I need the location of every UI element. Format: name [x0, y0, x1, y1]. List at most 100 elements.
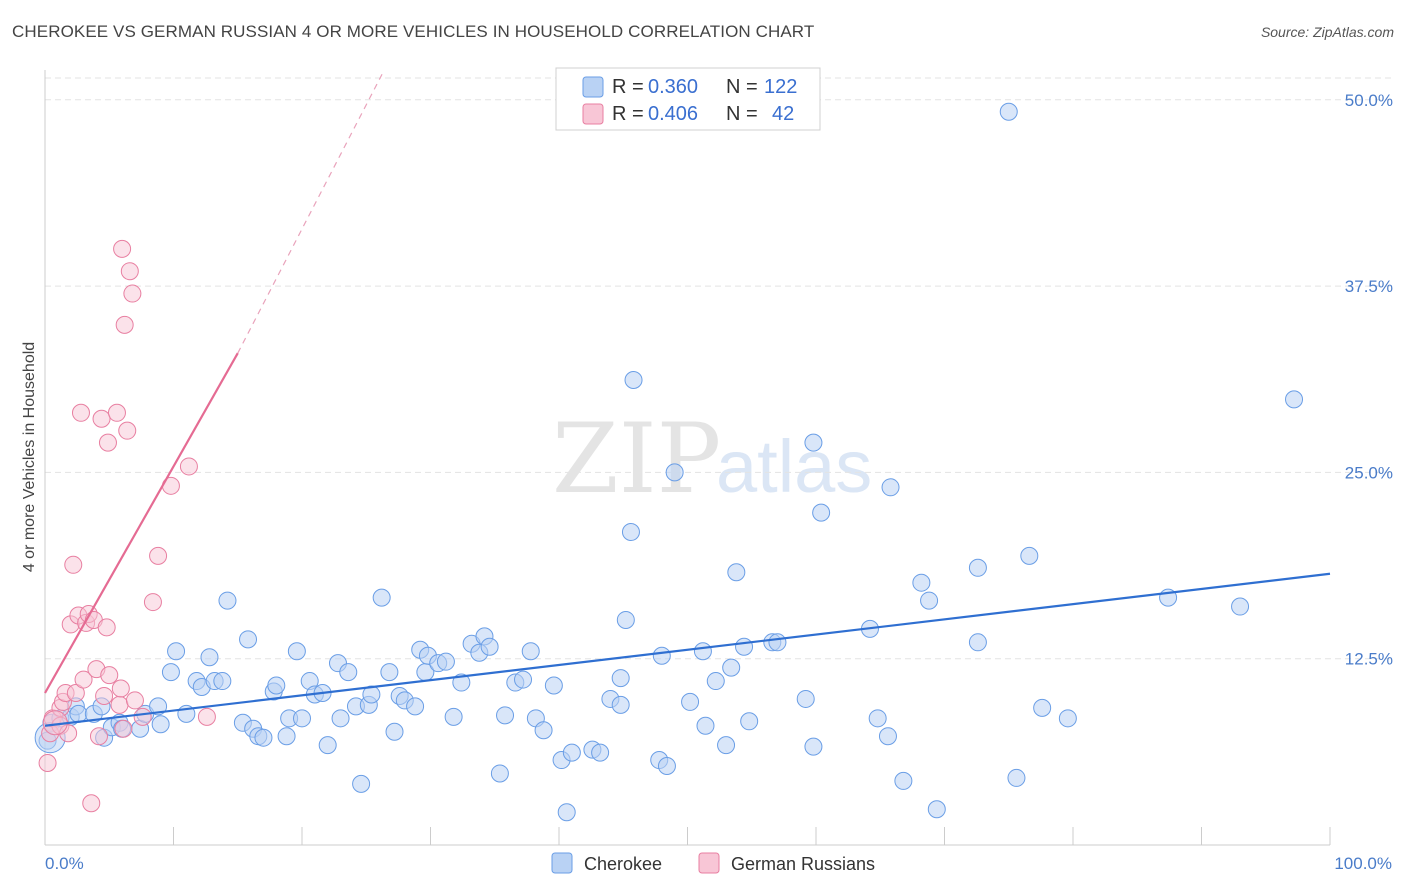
x-tick-labels: 0.0% 100.0%: [45, 854, 1392, 873]
cherokee-point: [339, 663, 358, 682]
cherokee-point: [624, 371, 643, 389]
cherokee-point: [372, 588, 391, 607]
german-russians-point: [149, 546, 168, 565]
cherokee-point: [1007, 768, 1026, 787]
legend-r-label: R =: [612, 103, 644, 125]
series-german-russians-points: [38, 239, 216, 813]
german-russians-point: [82, 794, 101, 813]
cherokee-point: [436, 652, 455, 671]
cherokee-point: [881, 478, 900, 497]
german-russians-point: [64, 555, 83, 574]
german-russians-point: [115, 315, 134, 334]
cherokee-point: [200, 648, 219, 667]
legend-n-label: N =: [726, 103, 758, 125]
y-tick-label: 37.5%: [1345, 277, 1393, 296]
cherokee-point: [621, 523, 640, 542]
cherokee-point: [151, 715, 170, 734]
cherokee-point: [706, 672, 725, 691]
german-russians-point: [97, 618, 116, 637]
german-russians-point: [118, 421, 137, 440]
cherokee-point: [681, 692, 700, 711]
y-tick-label: 25.0%: [1345, 463, 1393, 482]
german-russians-point: [110, 695, 129, 714]
cherokee-point: [444, 707, 463, 726]
cherokee-point: [1285, 390, 1304, 409]
german-russians-point: [113, 239, 132, 258]
cherokee-point: [254, 728, 273, 747]
german-russians-point: [92, 409, 111, 428]
cherokee-point: [812, 503, 831, 522]
cherokee-point: [696, 716, 715, 735]
cherokee-point: [968, 558, 987, 577]
german-russians-point: [125, 691, 144, 710]
cherokee-point: [652, 646, 671, 665]
legend-swatch-cherokee: [582, 76, 604, 98]
cherokee-point: [717, 736, 736, 755]
legend: R = 0.360 N = 122 R = 0.406 N = 42: [555, 67, 821, 131]
chart-title: CHEROKEE VS GERMAN RUSSIAN 4 OR MORE VEH…: [12, 22, 815, 41]
german-russians-point: [100, 666, 119, 685]
german-russians-point: [114, 719, 133, 738]
german-russians-point: [74, 670, 93, 689]
cherokee-point: [380, 663, 399, 682]
legend-swatch-german-russians: [582, 103, 604, 125]
german-russians-point: [179, 457, 198, 476]
cherokee-point: [611, 695, 630, 714]
cherokee-point: [657, 757, 676, 776]
cherokee-point: [727, 563, 746, 582]
german-russians-point: [95, 686, 114, 705]
cherokee-point: [331, 709, 350, 728]
cherokee-point: [267, 676, 286, 695]
cherokee-point: [868, 709, 887, 728]
legend-n-value: 122: [764, 76, 797, 98]
cherokee-point: [920, 591, 939, 610]
cherokee-point: [544, 676, 563, 695]
cherokee-point: [293, 709, 311, 728]
bottom-legend-label-german-russians: German Russians: [731, 854, 875, 874]
cherokee-point: [804, 433, 823, 452]
german-russians-point: [120, 262, 139, 281]
cherokee-point: [480, 637, 499, 656]
cherokee-point: [318, 736, 337, 755]
cherokee-point: [735, 637, 754, 656]
cherokee-point: [161, 663, 180, 682]
cherokee-point: [69, 704, 88, 723]
legend-n-label: N =: [726, 76, 758, 98]
bottom-legend: Cherokee German Russians: [551, 852, 875, 874]
cherokee-point: [968, 633, 987, 652]
x-tick-label: 0.0%: [45, 854, 84, 873]
cherokee-point: [796, 689, 815, 708]
grid-lines: [45, 77, 1392, 660]
cherokee-point: [496, 706, 515, 725]
german-russians-point: [38, 754, 57, 773]
cherokee-point: [385, 722, 404, 741]
cherokee-point: [406, 697, 425, 716]
bottom-legend-swatch-cherokee: [551, 852, 573, 874]
chart-source: Source: ZipAtlas.com: [1260, 24, 1394, 40]
german-russians-point: [111, 679, 130, 698]
cherokee-point: [591, 743, 610, 762]
cherokee-trend-line: [44, 572, 1331, 727]
watermark-atlas: atlas: [716, 425, 872, 508]
cherokee-point: [1033, 698, 1052, 717]
y-tick-label: 12.5%: [1345, 650, 1393, 669]
cherokee-point: [1020, 546, 1039, 565]
cherokee-point: [693, 642, 712, 661]
legend-r-value: 0.360: [648, 76, 698, 98]
trend-lines: [44, 69, 1331, 727]
cherokee-point: [352, 774, 371, 793]
cherokee-point: [912, 573, 931, 592]
german-russians-point: [98, 433, 117, 452]
cherokee-point: [490, 764, 509, 783]
cherokee-point: [452, 673, 471, 692]
bottom-legend-label-cherokee: Cherokee: [584, 854, 662, 874]
cherokee-point: [611, 669, 630, 688]
cherokee-point: [362, 685, 381, 704]
cherokee-point: [894, 771, 913, 790]
cherokee-point: [239, 630, 258, 649]
cherokee-point: [927, 800, 946, 819]
series-cherokee-points: [34, 102, 1304, 822]
cherokee-point: [277, 727, 296, 746]
cherokee-point: [878, 727, 897, 746]
